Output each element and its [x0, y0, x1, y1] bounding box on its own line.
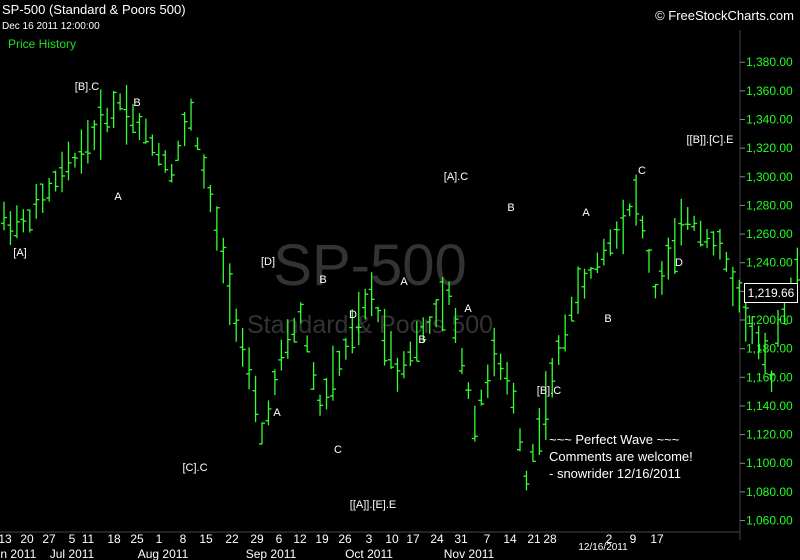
x-day-label: 24: [430, 532, 444, 546]
wave-label: A: [464, 303, 472, 315]
wave-label: B: [507, 202, 514, 214]
x-day-label: 5: [69, 532, 76, 546]
x-day-label: 12: [293, 532, 307, 546]
x-day-label: 14: [503, 532, 517, 546]
chart-subtitle: Price History: [8, 37, 77, 51]
y-tick-label: 1,180.00: [746, 342, 793, 356]
x-day-label: 25: [130, 532, 144, 546]
x-day-label: 9: [630, 532, 637, 546]
x-day-label: 17: [406, 532, 420, 546]
wave-label: [B].C: [75, 81, 100, 93]
wave-label: C: [638, 165, 646, 177]
x-day-label: 15: [199, 532, 213, 546]
x-day-label: 3: [366, 532, 373, 546]
y-tick-label: 1,100.00: [746, 456, 793, 470]
x-day-label: 29: [250, 532, 264, 546]
wave-label: B: [418, 334, 425, 346]
x-month-label: Nov 2011: [444, 547, 495, 560]
chart-title: SP-500 (Standard & Poors 500): [2, 2, 186, 17]
y-tick-label: 1,280.00: [746, 198, 793, 212]
x-day-label: 18: [107, 532, 121, 546]
y-tick-label: 1,160.00: [746, 370, 793, 384]
wave-label: [B].C: [537, 385, 562, 397]
y-tick-label: 1,120.00: [746, 428, 793, 442]
y-tick-label: 1,200.00: [746, 313, 793, 327]
x-day-label: 8: [180, 532, 187, 546]
annotation-comment: ~~~ Perfect Wave ~~~ Comments are welcom…: [549, 431, 693, 482]
comment-line: Comments are welcome!: [549, 449, 693, 464]
wave-label: [A]: [13, 247, 26, 259]
x-day-label: 26: [338, 532, 352, 546]
x-day-label: 22: [225, 532, 239, 546]
watermark-symbol: SP-500: [273, 233, 466, 298]
x-day-label: 6: [276, 532, 283, 546]
cursor-date-label: 12/16/2011: [578, 542, 628, 553]
wave-label: [D]: [261, 256, 275, 268]
comment-line: - snowrider 12/16/2011: [549, 466, 682, 481]
x-day-label: 17: [650, 532, 664, 546]
wave-label: A: [273, 407, 281, 419]
x-day-label: 27: [42, 532, 56, 546]
y-tick-label: 1,320.00: [746, 141, 793, 155]
x-month-label: Jul 2011: [50, 547, 95, 560]
y-tick-label: 1,380.00: [746, 55, 793, 69]
y-tick-label: 1,240.00: [746, 256, 793, 270]
x-day-label: 20: [20, 532, 34, 546]
x-day-label: 7: [484, 532, 491, 546]
y-tick-label: 1,140.00: [746, 399, 793, 413]
wave-label: [[B]].[C].E: [686, 134, 733, 146]
x-day-label: 1: [156, 532, 163, 546]
x-month-label: Sep 2011: [246, 547, 297, 560]
x-day-label: 21: [527, 532, 541, 546]
last-price-badge: 1,219.66: [744, 283, 798, 303]
x-day-label: 10: [385, 532, 399, 546]
x-day-label: 31: [454, 532, 468, 546]
y-tick-label: 1,080.00: [746, 485, 793, 499]
y-tick-label: 1,340.00: [746, 112, 793, 126]
wave-label: D: [675, 257, 683, 269]
wave-label: B: [319, 274, 326, 286]
y-tick-label: 1,300.00: [746, 170, 793, 184]
wave-label: D: [349, 309, 357, 321]
x-day-label: 19: [315, 532, 329, 546]
wave-label: C: [334, 444, 342, 456]
y-tick-label: 1,360.00: [746, 84, 793, 98]
x-day-label: 13: [0, 532, 12, 546]
site-logo[interactable]: © FreeStockCharts.com: [655, 8, 794, 23]
wave-label: B: [604, 313, 611, 325]
wave-label: A: [114, 191, 122, 203]
chart-timestamp: Dec 16 2011 12:00:00: [2, 21, 100, 32]
x-day-label: 2: [606, 532, 613, 546]
x-day-label: 28: [543, 532, 557, 546]
comment-line: ~~~ Perfect Wave ~~~: [549, 432, 680, 447]
wave-label: A: [400, 276, 408, 288]
wave-label: [[A]].[E].E: [350, 499, 396, 511]
x-month-label: Aug 2011: [138, 547, 189, 560]
x-month-label: Jun 2011: [0, 547, 37, 560]
x-month-label: Oct 2011: [345, 547, 393, 560]
wave-label: [C].C: [182, 462, 207, 474]
wave-label: [A].C: [444, 171, 469, 183]
wave-label: A: [582, 207, 590, 219]
x-day-label: 11: [82, 532, 95, 546]
y-tick-label: 1,260.00: [746, 227, 793, 241]
y-tick-label: 1,060.00: [746, 514, 793, 528]
wave-label: B: [133, 97, 140, 109]
